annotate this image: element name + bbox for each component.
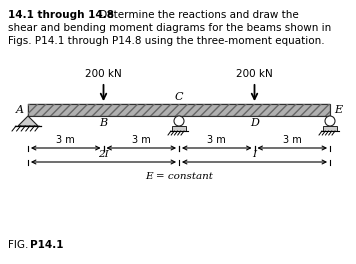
Text: 3 m: 3 m: [56, 135, 75, 145]
Text: A: A: [16, 105, 24, 115]
Text: B: B: [99, 118, 108, 128]
Text: FIG.: FIG.: [8, 240, 32, 250]
Text: D: D: [250, 118, 259, 128]
Text: 2I: 2I: [98, 150, 109, 159]
Text: E: E: [334, 105, 342, 115]
Circle shape: [174, 116, 184, 126]
Text: C: C: [175, 92, 183, 102]
Text: 3 m: 3 m: [208, 135, 226, 145]
Text: 200 kN: 200 kN: [85, 69, 122, 79]
Bar: [172, 126, 186, 131]
Text: 200 kN: 200 kN: [236, 69, 273, 79]
Bar: [323, 126, 337, 131]
Text: Determine the reactions and draw the: Determine the reactions and draw the: [96, 10, 299, 20]
Text: 3 m: 3 m: [132, 135, 151, 145]
Text: 14.1 through 14.8: 14.1 through 14.8: [8, 10, 114, 20]
Bar: [28, 104, 330, 116]
Text: Figs. P14.1 through P14.8 using the three-moment equation.: Figs. P14.1 through P14.8 using the thre…: [8, 36, 325, 46]
Polygon shape: [18, 116, 38, 126]
Text: P14.1: P14.1: [30, 240, 63, 250]
Text: 3 m: 3 m: [283, 135, 302, 145]
Bar: [28, 104, 330, 116]
Text: shear and bending moment diagrams for the beams shown in: shear and bending moment diagrams for th…: [8, 23, 331, 33]
Circle shape: [325, 116, 335, 126]
Text: I: I: [252, 150, 257, 159]
Text: E = constant: E = constant: [145, 172, 213, 181]
